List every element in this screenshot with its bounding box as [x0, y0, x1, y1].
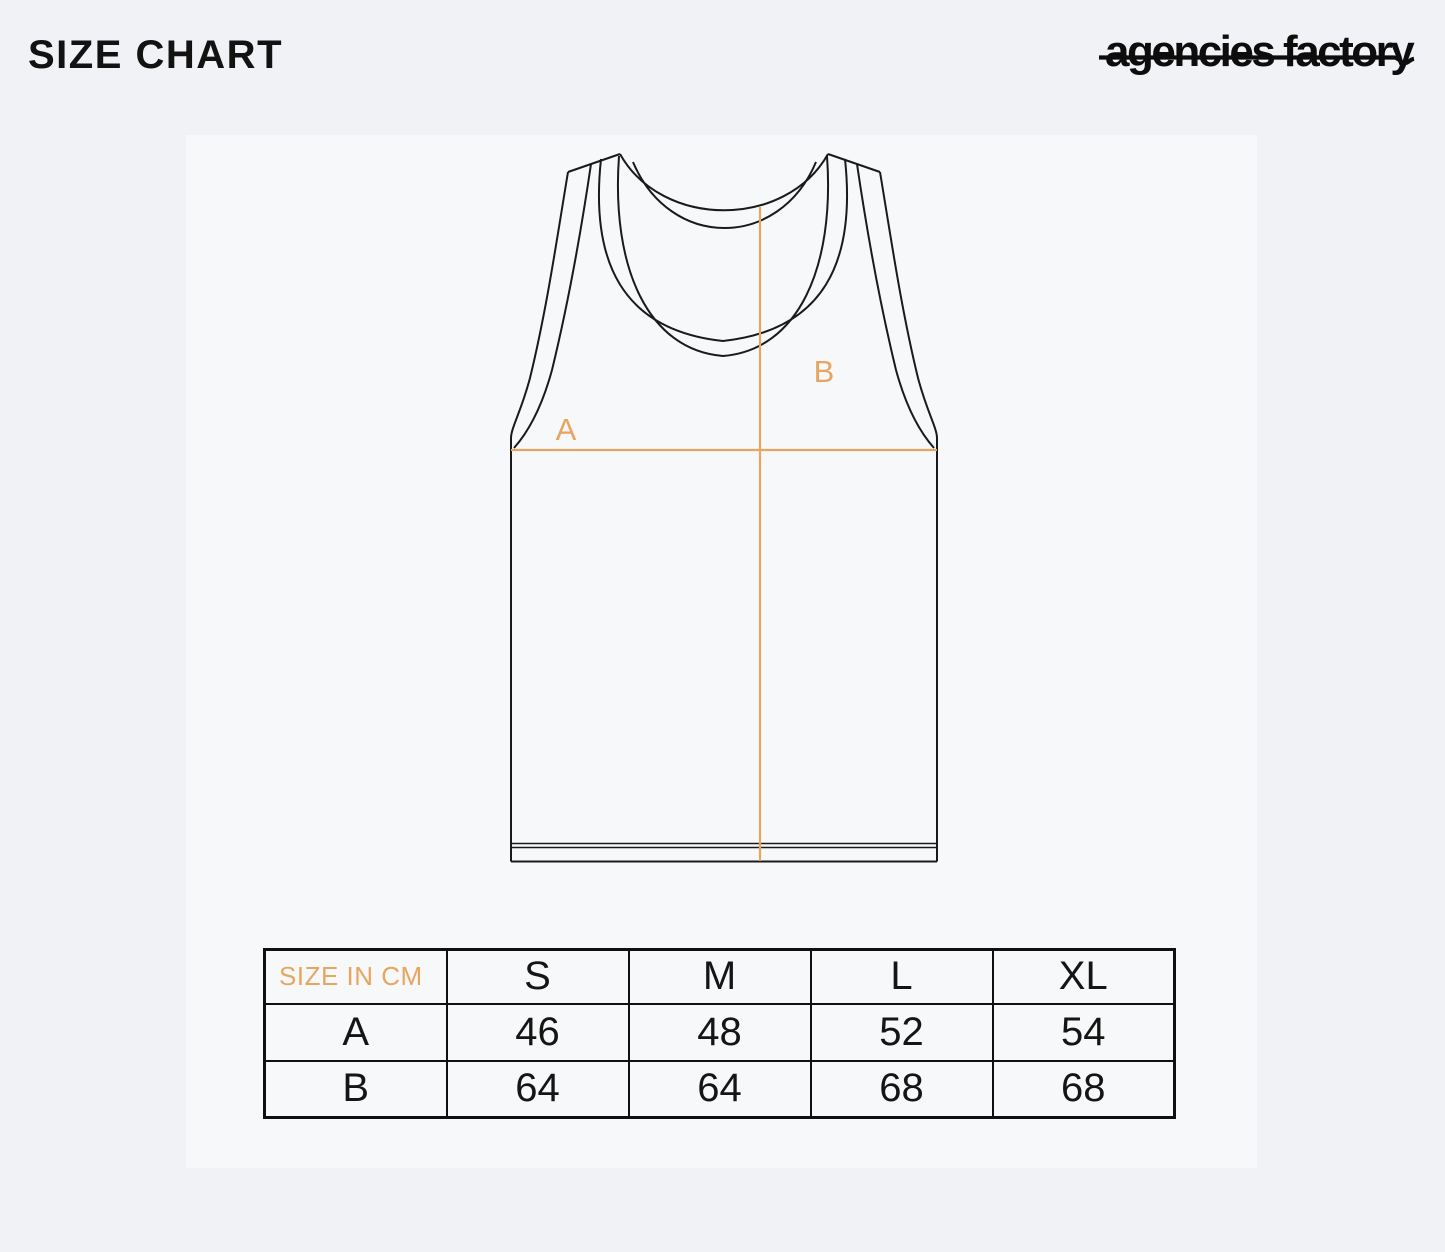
size-table: SIZE IN CM S M L XL A 46 48 52 54 B 64 6… [263, 948, 1176, 1119]
page-title: SIZE CHART [28, 33, 283, 77]
size-table-header-row: SIZE IN CM S M L XL [263, 948, 1176, 1005]
row-b-label: B [263, 1059, 448, 1119]
table-row-a: A 46 48 52 54 [263, 1002, 1176, 1062]
size-header-s: S [445, 948, 630, 1005]
row-a-value-s: 46 [445, 1002, 630, 1062]
table-row-b: B 64 64 68 68 [263, 1059, 1176, 1119]
brand-logo-text: agencies factory [1105, 27, 1415, 76]
size-header-l: L [809, 948, 994, 1005]
row-b-value-xl: 68 [991, 1059, 1176, 1119]
row-a-value-xl: 54 [991, 1002, 1176, 1062]
size-header-xl: XL [991, 948, 1176, 1005]
brand-logo: agencies factory [1099, 27, 1415, 84]
size-header-m: M [627, 948, 812, 1005]
unit-header-cell: SIZE IN CM [263, 948, 448, 1005]
row-a-value-l: 52 [809, 1002, 994, 1062]
row-b-value-l: 68 [809, 1059, 994, 1119]
row-a-value-m: 48 [627, 1002, 812, 1062]
brand-strikethrough-line [1099, 55, 1415, 66]
row-b-value-m: 64 [627, 1059, 812, 1119]
row-a-label: A [263, 1002, 448, 1062]
row-b-value-s: 64 [445, 1059, 630, 1119]
